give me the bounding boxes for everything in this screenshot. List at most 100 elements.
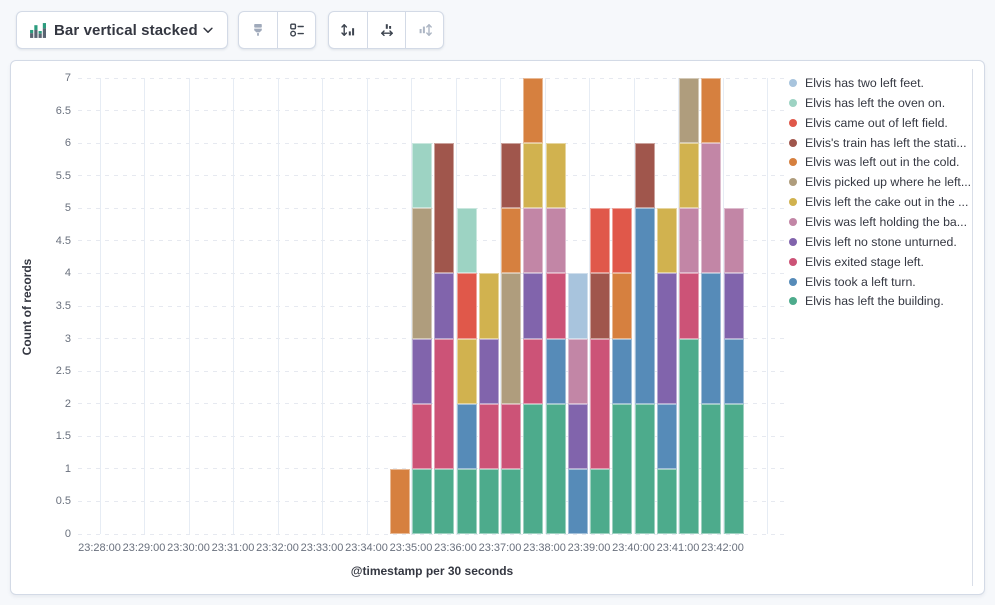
bar-segment[interactable] — [545, 208, 566, 274]
bar-segment[interactable] — [412, 338, 433, 404]
bar-segment[interactable] — [456, 468, 477, 534]
bar-segment[interactable] — [523, 273, 544, 339]
bar-segment[interactable] — [723, 208, 744, 274]
bar-segment[interactable] — [634, 143, 655, 209]
bar-segment[interactable] — [434, 273, 455, 339]
bar-segment[interactable] — [634, 208, 655, 404]
bar-segment[interactable] — [389, 468, 410, 534]
bar-segment[interactable] — [501, 208, 522, 274]
bar-segment[interactable] — [456, 208, 477, 274]
bar-segment[interactable] — [456, 403, 477, 469]
legend-item[interactable]: Elvis left no stone unturned. — [789, 233, 957, 251]
bar-segment[interactable] — [456, 273, 477, 339]
bar-segment[interactable] — [478, 403, 499, 469]
y-axis-tick-label: 2 — [64, 397, 71, 410]
legend-item[interactable]: Elvis took a left turn. — [789, 273, 916, 291]
legend-item[interactable]: Elvis was left out in the cold. — [789, 153, 959, 171]
bar-segment[interactable] — [523, 143, 544, 209]
bar-segment[interactable] — [701, 78, 722, 144]
bar-segment[interactable] — [478, 338, 499, 404]
x-axis-tick-label: 23:29:00 — [122, 542, 166, 554]
bar-segment[interactable] — [612, 338, 633, 404]
bar-segment[interactable] — [590, 468, 611, 534]
legend-item[interactable]: Elvis was left holding the ba... — [789, 213, 967, 231]
bar-segment[interactable] — [567, 338, 588, 404]
legend-item[interactable]: Elvis has left the oven on. — [789, 94, 945, 112]
bar-segment[interactable] — [545, 143, 566, 209]
bar-segment[interactable] — [590, 338, 611, 469]
bar-segment[interactable] — [612, 208, 633, 274]
bar-segment[interactable] — [590, 273, 611, 339]
legend-item[interactable]: Elvis has left the building. — [789, 292, 944, 310]
bar-segment[interactable] — [523, 208, 544, 274]
bar-segment[interactable] — [501, 273, 522, 404]
chart-plot-area[interactable] — [78, 77, 786, 535]
gridline-vertical — [544, 78, 546, 534]
bar-segment[interactable] — [679, 208, 700, 274]
bar-segment[interactable] — [412, 143, 433, 209]
y-axis-tick-label: 5 — [64, 202, 71, 215]
bar-segment[interactable] — [701, 403, 722, 534]
y-axis-tick-label: 1.5 — [55, 430, 71, 443]
legend-item[interactable]: Elvis exited stage left. — [789, 253, 924, 271]
bar-segment[interactable] — [679, 143, 700, 209]
gridline-horizontal — [78, 533, 786, 535]
gridline-vertical — [366, 78, 368, 534]
bar-segment[interactable] — [701, 143, 722, 274]
brush-button[interactable] — [239, 12, 277, 48]
bar-segment[interactable] — [523, 78, 544, 144]
bar-segment[interactable] — [523, 338, 544, 404]
bar-segment[interactable] — [723, 273, 744, 339]
bar-segment[interactable] — [412, 403, 433, 469]
axis-button-group — [328, 11, 444, 49]
bar-segment[interactable] — [545, 338, 566, 404]
bar-segment[interactable] — [545, 273, 566, 339]
bar-segment[interactable] — [567, 273, 588, 339]
bar-segment[interactable] — [545, 403, 566, 534]
bar-segment[interactable] — [612, 273, 633, 339]
bar-segment[interactable] — [567, 403, 588, 469]
bar-segment[interactable] — [612, 403, 633, 534]
bar-segment[interactable] — [412, 208, 433, 339]
legend-color-dot — [789, 178, 797, 187]
bar-segment[interactable] — [501, 143, 522, 209]
bar-segment[interactable] — [679, 338, 700, 534]
bar-segment[interactable] — [679, 273, 700, 339]
brush-icon — [250, 22, 266, 38]
bar-segment[interactable] — [656, 403, 677, 469]
fit-both-axes-button[interactable] — [405, 12, 443, 48]
gridline-vertical — [500, 78, 501, 534]
bar-segment[interactable] — [434, 143, 455, 274]
bar-segment[interactable] — [701, 273, 722, 404]
bar-segment[interactable] — [590, 208, 611, 274]
bar-segment[interactable] — [478, 468, 499, 534]
bar-segment[interactable] — [656, 208, 677, 274]
bar-segment[interactable] — [501, 468, 522, 534]
bar-segment[interactable] — [434, 338, 455, 469]
bar-segment[interactable] — [723, 403, 744, 534]
bar-segment[interactable] — [412, 468, 433, 534]
bar-segment[interactable] — [434, 468, 455, 534]
legend-item[interactable]: Elvis came out of left field. — [789, 114, 948, 132]
gridline-vertical — [99, 78, 101, 534]
bar-segment[interactable] — [501, 403, 522, 469]
bar-segment[interactable] — [478, 273, 499, 339]
fit-vertical-axis-button[interactable] — [329, 12, 367, 48]
bar-segment[interactable] — [567, 468, 588, 534]
bar-segment[interactable] — [656, 468, 677, 534]
chart-type-selector[interactable]: Bar vertical stacked — [16, 11, 228, 49]
bar-segment[interactable] — [523, 403, 544, 534]
legend-item[interactable]: Elvis left the cake out in the ... — [789, 193, 968, 211]
legend-item[interactable]: Elvis picked up where he left... — [789, 173, 971, 191]
legend-settings-button[interactable] — [277, 12, 315, 48]
legend-item[interactable]: Elvis's train has left the stati... — [789, 134, 967, 152]
legend-item-label: Elvis exited stage left. — [805, 254, 924, 269]
fit-horizontal-axis-button[interactable] — [367, 12, 405, 48]
bar-segment[interactable] — [656, 273, 677, 404]
x-axis-title: @timestamp per 30 seconds — [350, 564, 514, 578]
legend-item[interactable]: Elvis has two left feet. — [789, 74, 924, 92]
bar-segment[interactable] — [456, 338, 477, 404]
bar-segment[interactable] — [634, 403, 655, 534]
bar-segment[interactable] — [679, 78, 700, 144]
bar-segment[interactable] — [723, 338, 744, 404]
